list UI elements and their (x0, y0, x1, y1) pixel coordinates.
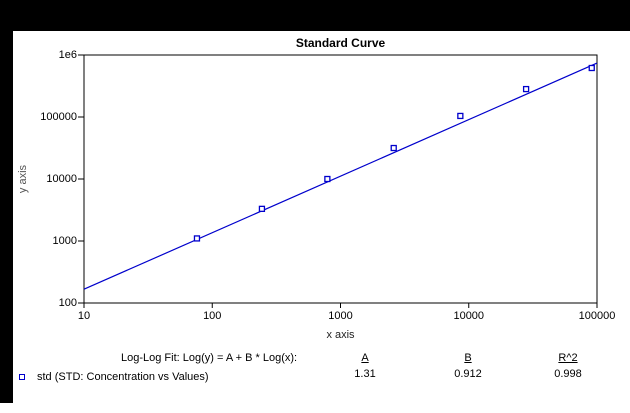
y-tick-label: 1000 (52, 235, 77, 247)
fit-param-value-r2: 0.998 (554, 368, 582, 380)
data-point-marker (588, 64, 595, 72)
x-tick-label: 100000 (578, 310, 616, 322)
legend-label: std (STD: Concentration vs Values) (37, 371, 209, 383)
data-point-marker (324, 175, 331, 183)
fit-equation-label: Log-Log Fit: Log(y) = A + B * Log(x): (121, 352, 298, 364)
plot-border (83, 54, 598, 304)
data-point-marker (522, 85, 530, 93)
data-point-marker (457, 112, 464, 120)
legend-marker-icon (19, 374, 25, 380)
y-tick-label: 100000 (40, 111, 77, 123)
y-tick-label: 100 (58, 297, 77, 309)
fit-param-header-r2: R^2 (558, 352, 578, 364)
fit-param-header-a: A (361, 352, 369, 364)
x-tick-label: 10 (77, 310, 91, 322)
x-tick-label: 10000 (453, 310, 485, 322)
y-tick-label: 10000 (46, 173, 77, 185)
fit-param-value-b: 0.912 (454, 368, 482, 380)
frame-left-band (0, 0, 13, 403)
data-point-marker (258, 205, 266, 213)
frame-top-band (0, 0, 630, 31)
x-tick-label: 100 (203, 310, 222, 322)
y-tick-label: 1e6 (58, 49, 77, 61)
fit-param-header-b: B (464, 352, 472, 364)
fit-line (83, 62, 598, 290)
data-point-marker (390, 144, 397, 152)
chart-title: Standard Curve (295, 36, 386, 50)
fit-param-value-a: 1.31 (354, 368, 376, 380)
data-point-marker (193, 235, 201, 242)
x-tick-label: 1000 (328, 310, 353, 322)
x-axis-label: x axis (326, 329, 355, 341)
